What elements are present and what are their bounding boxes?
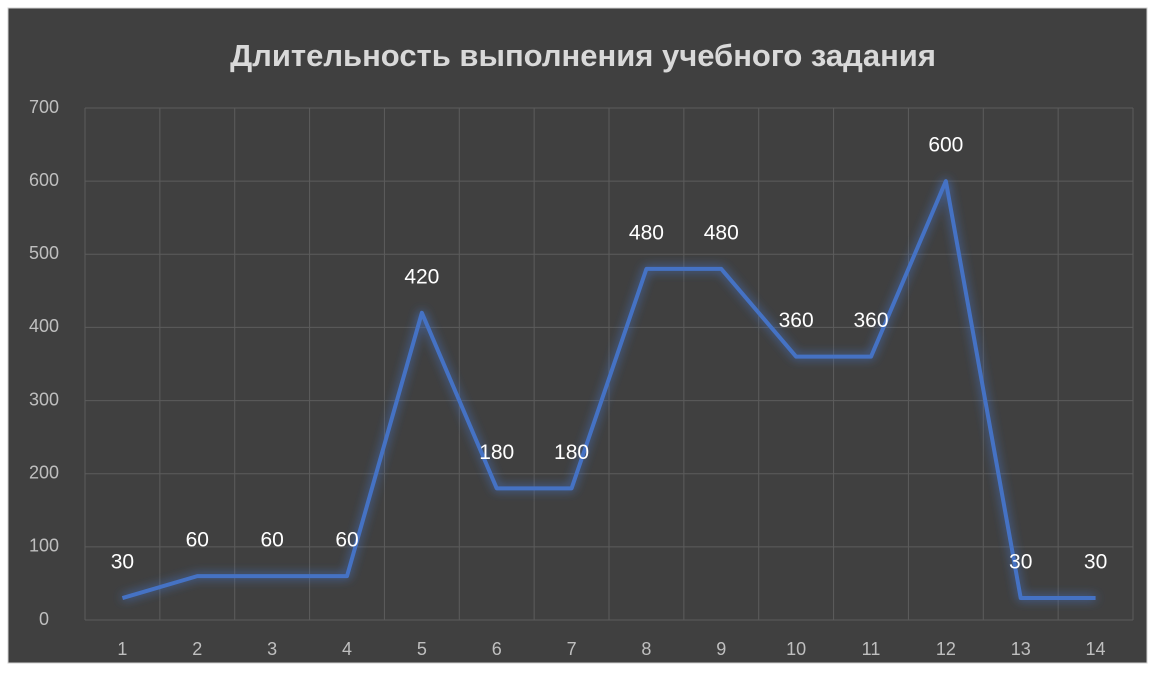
- y-tick-label: 600: [29, 170, 59, 190]
- data-label: 30: [1084, 551, 1107, 574]
- data-label: 360: [853, 309, 888, 332]
- data-label: 480: [704, 221, 739, 244]
- x-tick-label: 3: [267, 639, 277, 659]
- x-tick-label: 12: [936, 639, 956, 659]
- data-label: 480: [629, 221, 664, 244]
- data-label: 60: [260, 529, 283, 552]
- data-label: 30: [1009, 551, 1032, 574]
- y-tick-label: 100: [29, 536, 59, 556]
- data-label: 180: [554, 441, 589, 464]
- y-tick-label: 500: [29, 243, 59, 263]
- x-tick-label: 7: [567, 639, 577, 659]
- x-tick-label: 11: [862, 639, 881, 659]
- y-tick-label: 300: [29, 389, 59, 409]
- data-label: 420: [404, 265, 439, 288]
- x-tick-label: 6: [492, 639, 502, 659]
- line-series: [121, 179, 1096, 601]
- y-tick-label: 400: [29, 316, 59, 336]
- x-tick-label: 9: [716, 639, 726, 659]
- data-label: 60: [335, 529, 358, 552]
- data-label: 360: [779, 309, 814, 332]
- y-tick-label: 700: [29, 97, 59, 117]
- x-tick-label: 14: [1086, 639, 1106, 659]
- x-tick-label: 4: [342, 639, 352, 659]
- x-tick-label: 1: [117, 639, 127, 659]
- data-label: 180: [479, 441, 514, 464]
- x-tick-label: 5: [417, 639, 427, 659]
- x-tick-label: 8: [641, 639, 651, 659]
- chart-title: Длительность выполнения учебного задания: [230, 38, 936, 73]
- x-tick-label: 13: [1011, 639, 1031, 659]
- x-tick-label: 10: [786, 639, 806, 659]
- y-tick-label: 200: [29, 462, 59, 482]
- chart-background: [7, 7, 1148, 664]
- y-tick-label: 0: [39, 609, 49, 629]
- data-label: 60: [186, 529, 209, 552]
- data-label: 600: [928, 134, 963, 157]
- data-label: 30: [111, 551, 134, 574]
- x-tick-label: 2: [192, 639, 202, 659]
